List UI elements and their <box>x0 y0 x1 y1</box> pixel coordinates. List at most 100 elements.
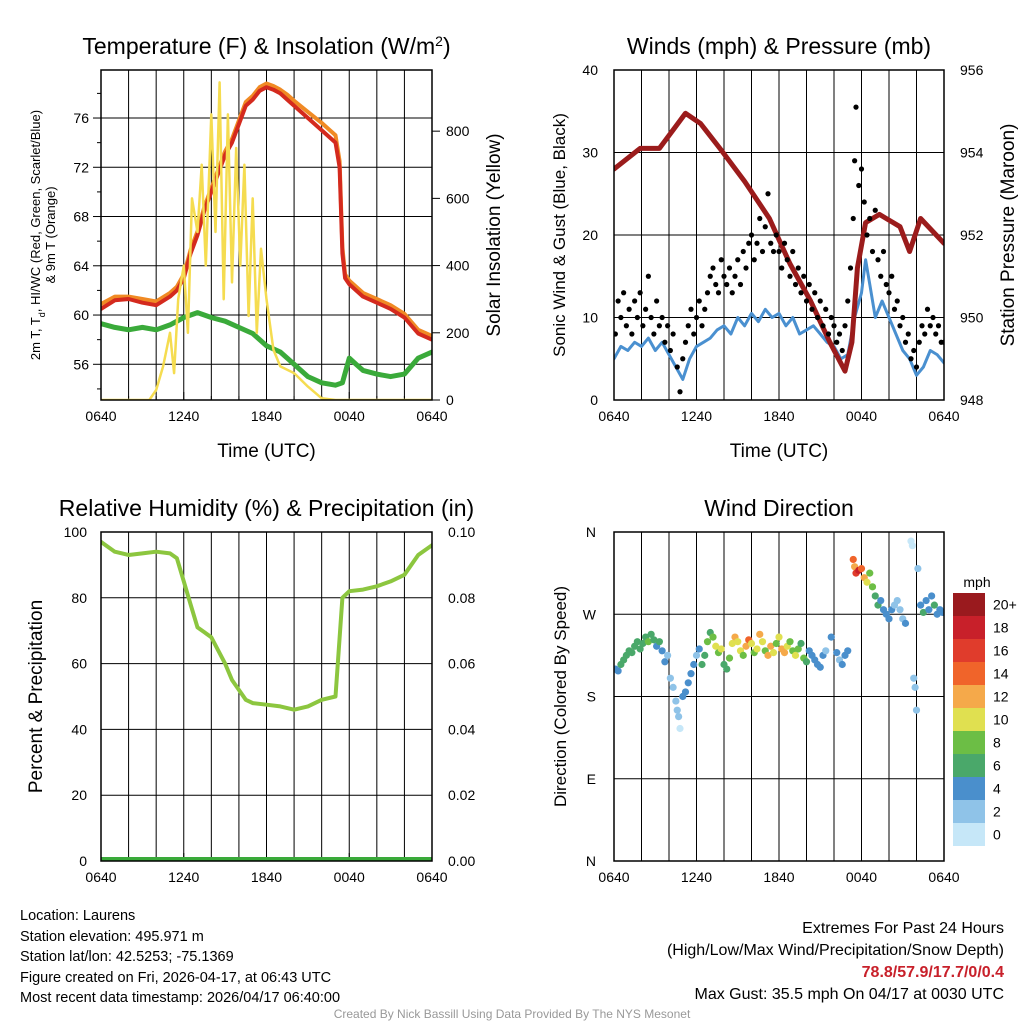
gust-point <box>891 306 898 312</box>
y-axis-label-part: , HI/WC (Red, Green, Scarlet/Blue) <box>28 110 43 312</box>
gust-point <box>875 257 881 263</box>
gust-point <box>919 323 925 329</box>
direction-point <box>614 667 622 675</box>
direction-point <box>681 688 690 696</box>
gust-point <box>623 323 629 329</box>
gust-point <box>831 323 837 329</box>
gust-point <box>670 331 676 337</box>
plot-frame <box>100 531 433 862</box>
gust-point <box>894 298 900 304</box>
plot-area <box>614 104 944 395</box>
gust-point <box>880 248 887 255</box>
direction-point <box>914 564 922 573</box>
direction-point <box>669 683 677 691</box>
gust-point <box>748 232 755 238</box>
gust-point <box>682 339 689 345</box>
gust-point <box>856 182 862 189</box>
y-axis-label: 2m T, Td, HI/WC (Red, Green, Scarlet/Blu… <box>28 110 47 360</box>
direction-point <box>871 592 879 600</box>
y-tick-label: 20 <box>582 227 598 243</box>
y-tick-label: 30 <box>582 145 598 161</box>
gust-point <box>845 298 851 304</box>
gust-point <box>677 389 683 395</box>
gust-point <box>662 339 668 345</box>
direction-point <box>802 658 811 666</box>
chart-title: Relative Humidity (%) & Precipitation (i… <box>59 495 474 521</box>
y-tick-label: 0 <box>79 853 87 869</box>
chart-title-main: Temperature (F) & Insolation (W/m <box>82 33 435 59</box>
direction-point <box>780 649 789 657</box>
gust-point <box>656 323 662 329</box>
max-gust-text: Max Gust: 35.5 mph On 04/17 at 0030 UTC <box>694 986 1005 1003</box>
x-tick-label: 0640 <box>416 408 447 424</box>
y-tick-label: 64 <box>73 258 89 274</box>
gust-point <box>640 323 646 329</box>
chart-title-end: ) <box>443 33 451 59</box>
y2-tick-label: 400 <box>446 258 470 274</box>
gust-point <box>634 314 640 321</box>
gust-point <box>691 331 697 337</box>
gust-point <box>823 306 829 312</box>
colorbar-label: 8 <box>993 735 1001 751</box>
gust-point <box>737 281 744 288</box>
gust-point <box>688 306 694 312</box>
direction-point <box>857 564 866 573</box>
direction-point <box>939 608 944 617</box>
gust-point <box>878 273 884 279</box>
extremes-legend: (High/Low/Max Wind/Precipitation/Snow De… <box>666 942 1004 959</box>
direction-point <box>838 660 846 669</box>
gust-point <box>792 281 799 288</box>
direction-point <box>833 649 841 657</box>
gust-point <box>702 306 708 312</box>
extremes-values: 78.8/57.9/17.7/0/0.4 <box>861 964 1004 981</box>
created-text: Figure created on Fri, 2026-04-17, at 06… <box>20 969 332 986</box>
x-tick-label: 0640 <box>928 408 959 424</box>
gust-point <box>916 339 922 345</box>
gust-point <box>614 331 618 337</box>
y2-tick-label: 0.08 <box>448 590 475 606</box>
gust-point <box>632 298 638 304</box>
gust-point <box>869 248 876 255</box>
gust-point <box>924 306 931 312</box>
gust-point <box>806 281 812 288</box>
direction-point <box>747 639 756 648</box>
y2-tick-label: 952 <box>960 227 984 243</box>
gust-point <box>715 290 722 296</box>
x-tick-label: 1240 <box>168 408 199 424</box>
x-tick-label: 0640 <box>85 869 116 885</box>
gust-point <box>713 281 719 288</box>
colorbar-swatch <box>953 708 985 731</box>
x-axis-label: Time (UTC) <box>217 441 316 462</box>
direction-point <box>816 663 824 671</box>
direction-point <box>633 638 641 646</box>
direction-point <box>636 645 644 653</box>
direction-point <box>791 651 800 659</box>
direction-point <box>797 639 805 648</box>
gust-point <box>759 248 766 255</box>
colorbar-label: 10 <box>993 712 1009 728</box>
chart-title: Temperature (F) & Insolation (W/m2) <box>82 33 450 59</box>
series-rh <box>101 539 432 712</box>
plot-area <box>101 81 432 400</box>
colorbar-label: 4 <box>993 781 1001 797</box>
direction-point <box>767 642 775 650</box>
colorbar-label: 14 <box>993 666 1009 682</box>
direction-point <box>723 665 731 673</box>
direction-point <box>717 645 725 653</box>
gust-point <box>889 273 895 279</box>
gust-point <box>685 323 691 329</box>
direction-point <box>701 651 709 659</box>
direction-point <box>644 638 652 646</box>
gust-point <box>853 104 859 110</box>
direction-point <box>673 706 681 714</box>
direction-point <box>661 658 669 666</box>
y2-tick-label: 800 <box>446 123 470 139</box>
y-tick-label: N <box>586 524 596 540</box>
gust-point <box>861 199 867 205</box>
colorbar-label: 12 <box>993 689 1009 705</box>
gust-point <box>776 248 782 255</box>
direction-point <box>753 645 761 653</box>
direction-point <box>919 608 927 617</box>
direction-point <box>658 647 666 655</box>
